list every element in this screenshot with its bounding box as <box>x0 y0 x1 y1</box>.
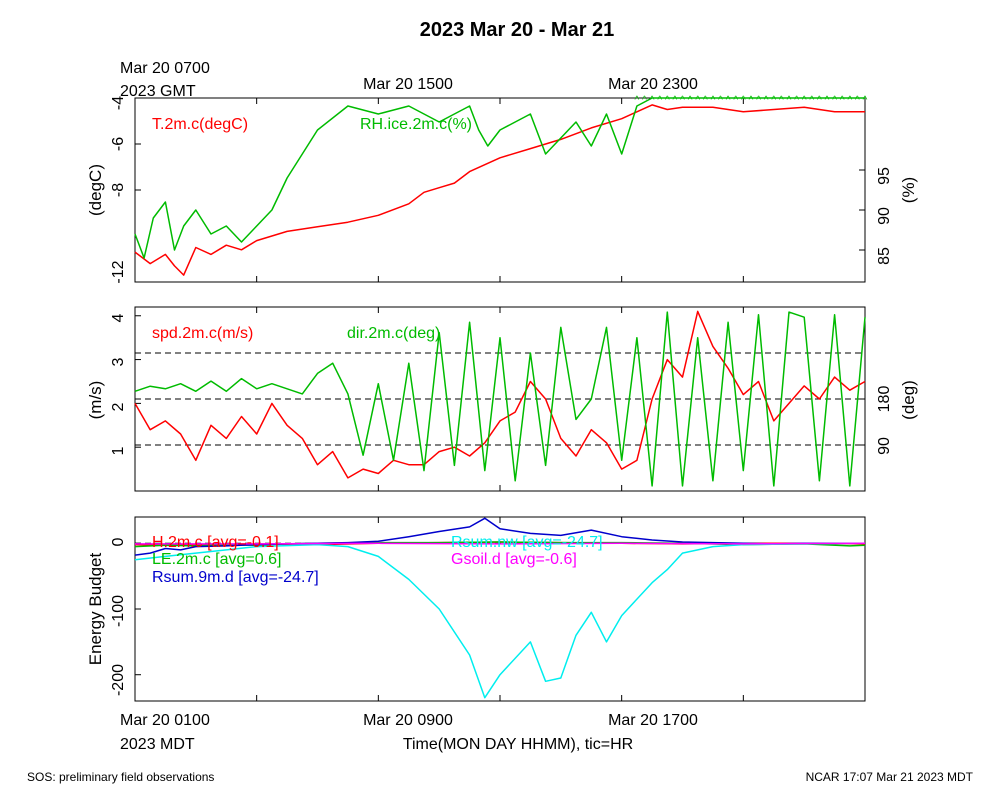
bottom-axis-tick-label-1: Mar 20 0900 <box>363 712 453 729</box>
saturation-marker: ^ <box>825 95 830 106</box>
saturation-marker: ^ <box>764 95 769 106</box>
temp-axis-tick--6: -6 <box>110 137 127 151</box>
saturation-marker: ^ <box>802 95 807 106</box>
top-axis-origin-line-2: 2023 GMT <box>120 83 196 100</box>
saturation-marker: ^ <box>832 95 837 106</box>
legend-rsum-9m: Rsum.9m.d [avg=-24.7] <box>152 569 319 586</box>
rh-axis-tick-95: 95 <box>876 167 893 185</box>
saturation-marker: ^ <box>741 95 746 106</box>
speed-axis-label: (m/s) <box>86 381 105 420</box>
saturation-marker: ^ <box>779 95 784 106</box>
legend-latent-heat: LE.2m.c [avg=0.6] <box>152 551 281 568</box>
series-line-t-2m-c-degc <box>134 104 865 276</box>
series-line-gsoil-d-avg-0-6 <box>135 542 866 545</box>
legend-rsum-nw: Rsum.nw [avg=-24.7] <box>451 534 603 551</box>
bottom-axis-origin-line-2: 2023 MDT <box>120 736 195 753</box>
axis-ticks <box>134 97 866 701</box>
series-line-rh-ice-2m-c <box>134 97 865 259</box>
data-layer: ^ ^ ^ ^ ^ ^ ^ ^ ^ ^ ^ ^ ^ ^ ^ ^ ^ ^ ^ ^ ^ ^ ^ ^ ^ ^ ^ ^ ^ ^ ^ <box>134 95 868 699</box>
time-axis-label: Time(MON DAY HHMM), tic=HR <box>403 736 633 753</box>
energy-axis-tick--100: -100 <box>110 595 127 627</box>
energy-axis-label: Energy Budget <box>86 552 105 665</box>
series-line-dir-2m-c-deg <box>134 311 866 487</box>
energy-axis-tick--200: -200 <box>110 664 127 696</box>
saturation-marker: ^ <box>733 95 738 106</box>
series-line-rsum-nw-avg-24-7 <box>134 542 866 699</box>
footer-right-note: NCAR 17:07 Mar 21 2023 MDT <box>806 770 974 784</box>
rh-axis-tick-90: 90 <box>876 207 893 225</box>
saturation-marker: ^ <box>756 95 761 106</box>
saturation-marker: ^ <box>809 95 814 106</box>
saturation-marker: ^ <box>749 95 754 106</box>
temp-axis-tick--4: -4 <box>110 96 127 110</box>
legend-sensible-heat: H.2m.c [avg=-0.1] <box>152 534 279 551</box>
saturation-marker: ^ <box>695 95 700 106</box>
rh-axis-tick-85: 85 <box>876 247 893 265</box>
speed-axis-tick-3: 3 <box>110 357 127 366</box>
saturation-marker: ^ <box>847 95 852 106</box>
saturation-marker: ^ <box>863 95 868 106</box>
dir-axis-tick-90: 90 <box>876 437 893 455</box>
legend-wind-speed: spd.2m.c(m/s) <box>152 325 253 342</box>
legend-rh-ice: RH.ice.2m.c(%) <box>360 116 472 133</box>
chart-title: 2023 Mar 20 - Mar 21 <box>420 19 615 41</box>
legend-wind-direction: dir.2m.c(deg) <box>347 325 440 342</box>
bottom-axis-origin-line-1: Mar 20 0100 <box>120 712 210 729</box>
speed-axis-tick-4: 4 <box>110 313 127 322</box>
saturation-marker: ^ <box>726 95 731 106</box>
saturation-marker: ^ <box>840 95 845 106</box>
saturation-marker: ^ <box>673 95 678 106</box>
speed-axis-tick-1: 1 <box>110 446 127 455</box>
saturation-marker: ^ <box>650 95 655 106</box>
bottom-axis-tick-label-2: Mar 20 1700 <box>608 712 698 729</box>
top-axis-tick-label-1: Mar 20 1500 <box>363 76 453 93</box>
rh-axis-label: (%) <box>899 177 918 203</box>
temp-axis-label: (degC) <box>86 164 105 216</box>
saturation-marker: ^ <box>771 95 776 106</box>
saturation-marker: ^ <box>787 95 792 106</box>
saturation-marker: ^ <box>642 95 647 106</box>
dir-axis-tick-180: 180 <box>876 386 893 413</box>
series-line-spd-2m-c-m-s <box>134 310 866 479</box>
saturation-marker: ^ <box>635 95 640 106</box>
saturation-marker: ^ <box>855 95 860 106</box>
temp-axis-tick--12: -12 <box>110 260 127 283</box>
saturation-marker: ^ <box>688 95 693 106</box>
legend-temperature: T.2m.c(degC) <box>152 116 248 133</box>
series-line-rsum-9m-d-avg-24-7 <box>134 517 865 556</box>
saturation-marker: ^ <box>665 95 670 106</box>
saturation-marker: ^ <box>657 95 662 106</box>
saturation-marker: ^ <box>794 95 799 106</box>
saturation-marker: ^ <box>711 95 716 106</box>
top-axis-origin-line-1: Mar 20 0700 <box>120 60 210 77</box>
footer-left-note: SOS: preliminary field observations <box>27 770 214 784</box>
temp-axis-tick--8: -8 <box>110 183 127 197</box>
saturation-marker: ^ <box>703 95 708 106</box>
saturation-marker: ^ <box>817 95 822 106</box>
legend-soil-heat: Gsoil.d [avg=-0.6] <box>451 551 577 568</box>
energy-axis-tick-0: 0 <box>110 537 127 546</box>
saturation-marker: ^ <box>680 95 685 106</box>
saturation-marker: ^ <box>718 95 723 106</box>
dir-axis-label: (deg) <box>899 380 918 420</box>
top-axis-tick-label-2: Mar 20 2300 <box>608 76 698 93</box>
speed-axis-tick-2: 2 <box>110 402 127 411</box>
